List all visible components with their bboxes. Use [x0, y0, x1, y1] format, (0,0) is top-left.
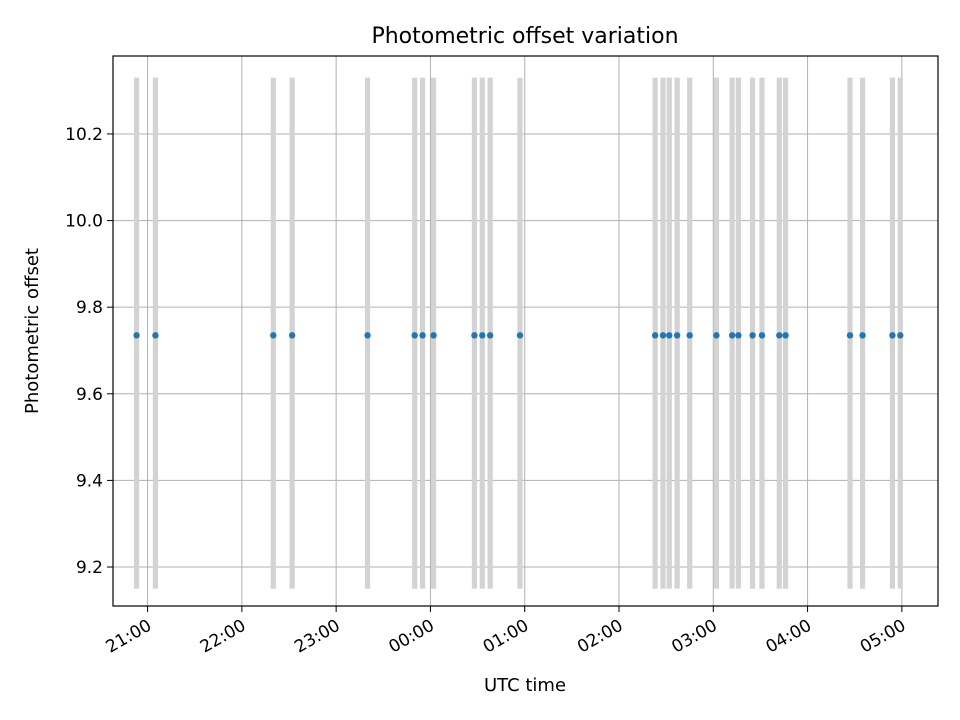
data-point: [133, 332, 140, 339]
x-tick-label: 22:00: [197, 616, 249, 658]
data-point: [288, 332, 296, 339]
data-point: [686, 332, 693, 339]
data-point: [713, 332, 720, 339]
data-point: [430, 332, 437, 339]
y-tick-label: 9.2: [76, 558, 103, 578]
data-point: [419, 332, 426, 339]
grid: [113, 56, 938, 606]
y-axis-label: Photometric offset: [22, 248, 43, 414]
x-axis-label: UTC time: [484, 675, 566, 696]
data-point: [749, 332, 756, 339]
data-point: [479, 332, 486, 339]
y-tick-label: 10.2: [65, 125, 103, 145]
data-point: [897, 332, 904, 339]
data-point: [364, 332, 371, 339]
y-tick-label: 10.0: [65, 212, 103, 232]
y-tick-label: 9.8: [76, 298, 103, 318]
y-tick-label: 9.6: [76, 385, 103, 405]
data-point: [846, 332, 854, 339]
data-point: [673, 332, 681, 339]
y-tick-label: 9.4: [76, 471, 103, 491]
x-axis-ticks: 21:00 22:00 23:00 00:00 01:00 02:00 03:00 04:00…: [103, 606, 909, 658]
x-tick-label: 03:00: [668, 616, 720, 658]
data-points: [133, 332, 904, 339]
data-point: [758, 332, 766, 339]
data-point: [782, 332, 789, 339]
data-point: [270, 332, 277, 339]
data-point: [889, 332, 896, 339]
data-point: [471, 332, 478, 339]
data-point: [666, 332, 673, 339]
plot-frame: [112, 55, 939, 607]
data-point: [735, 332, 742, 339]
data-point: [152, 332, 159, 339]
data-point: [411, 332, 418, 339]
data-point: [659, 332, 667, 339]
chart-title: Photometric offset variation: [371, 24, 678, 49]
data-point: [776, 332, 783, 339]
x-tick-label: 04:00: [763, 616, 815, 658]
data-point: [651, 332, 659, 339]
x-tick-label: 21:00: [103, 616, 155, 658]
data-point: [516, 332, 524, 339]
x-tick-label: 01:00: [480, 616, 532, 658]
x-tick-label: 23:00: [291, 616, 343, 658]
x-tick-label: 00:00: [385, 616, 437, 658]
data-point: [728, 332, 736, 339]
data-point: [859, 332, 866, 339]
x-tick-label: 02:00: [574, 616, 626, 658]
data-point: [486, 332, 494, 339]
x-tick-label: 05:00: [857, 616, 909, 658]
y-axis-ticks: 9.2 9.4 9.6 9.8 10.0 10.2: [65, 125, 113, 578]
